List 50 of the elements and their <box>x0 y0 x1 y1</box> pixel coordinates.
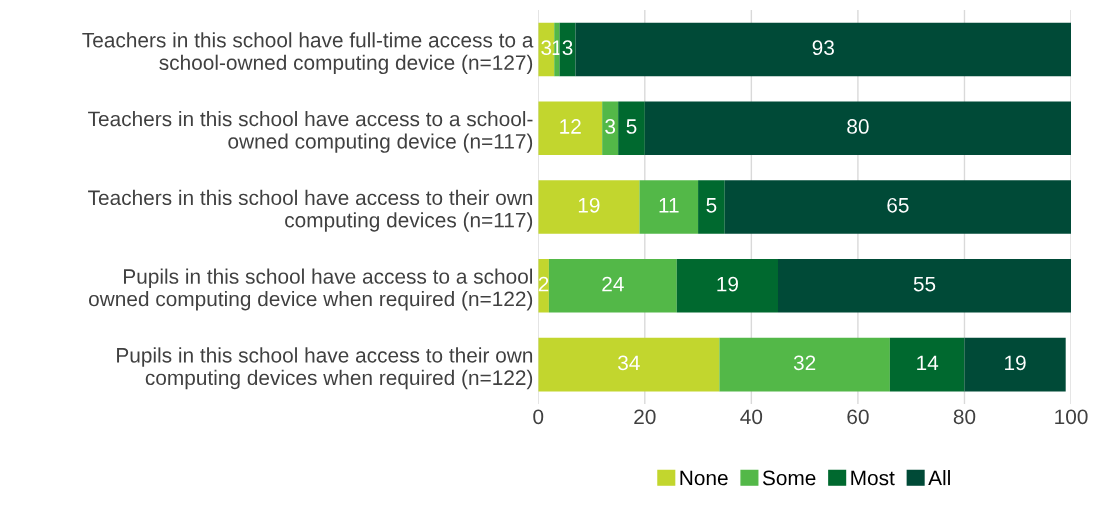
bar <box>724 180 1072 234</box>
data-label: 19 <box>578 197 600 213</box>
y-tick-label: Teachers in this school have access to their own computing devices (n=117) <box>88 189 533 232</box>
data-label: 32 <box>793 355 816 371</box>
data-label: 14 <box>917 355 939 370</box>
data-label: 12 <box>560 119 581 134</box>
bar <box>889 337 965 392</box>
x-tick-label: 100 <box>1055 409 1088 425</box>
legend-label: Some <box>762 470 816 486</box>
bar <box>964 337 1066 392</box>
data-label: 55 <box>913 276 936 292</box>
bar <box>778 259 1072 313</box>
data-label: 24 <box>602 276 624 292</box>
legend-label: All <box>928 470 950 486</box>
bar <box>575 22 1072 77</box>
legend-label: None <box>680 470 728 486</box>
x-tick-label: 60 <box>847 409 869 425</box>
x-tick-label: 40 <box>740 409 763 425</box>
data-label: 80 <box>847 119 869 134</box>
y-tick-label: Teachers in this school have access to a school- owned computing device (n=117) <box>88 111 533 153</box>
x-tick-label: 80 <box>953 409 976 425</box>
y-tick-label: Pupils in this school have access to their own computing devices when required (n=122) <box>117 347 533 390</box>
legend-label: Most <box>851 470 895 486</box>
data-label: 3 <box>562 40 573 56</box>
data-label: 93 <box>812 40 834 56</box>
data-label: 3 <box>605 119 616 134</box>
data-label: 19 <box>1005 355 1026 371</box>
y-tick-label: Teachers in this school have full-time access to a school-owned computing device (n=127) <box>82 32 534 75</box>
bar <box>639 180 699 234</box>
bar <box>538 101 603 156</box>
x-tick-label: 20 <box>634 409 656 425</box>
bar <box>538 180 640 234</box>
bar <box>698 180 725 234</box>
y-tick-label: Pupils in this school have access to a school owned computing device when required (n=122) <box>88 268 533 311</box>
data-label: 2 <box>538 276 549 292</box>
bar <box>548 259 677 313</box>
bar <box>719 337 890 392</box>
bar <box>618 101 645 156</box>
bar <box>676 259 778 313</box>
data-label: 34 <box>618 355 640 371</box>
data-label: 5 <box>706 198 717 213</box>
data-label: 5 <box>626 119 637 134</box>
data-label: 3 <box>541 40 552 56</box>
data-label: 65 <box>887 197 909 213</box>
data-label: 11 <box>659 198 679 213</box>
x-tick-label: 0 <box>533 409 544 425</box>
bar <box>644 101 1072 156</box>
bar <box>602 101 619 156</box>
data-label: 19 <box>717 276 738 292</box>
bar <box>538 337 720 392</box>
